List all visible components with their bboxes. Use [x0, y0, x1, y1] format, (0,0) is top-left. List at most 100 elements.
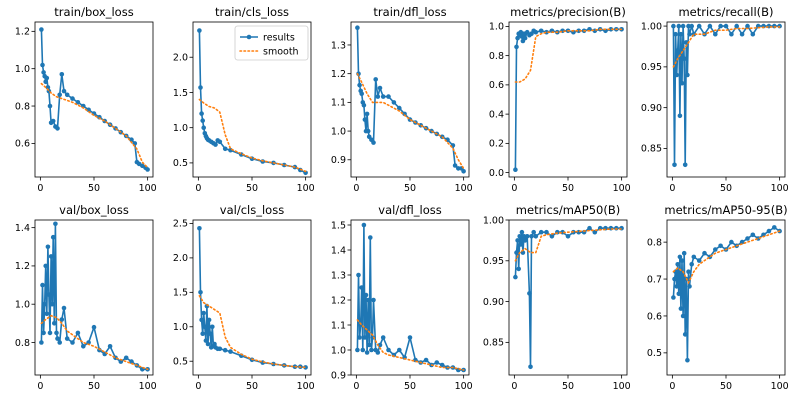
- results-point: [129, 137, 134, 142]
- results-point: [522, 35, 528, 41]
- results-point: [44, 75, 50, 81]
- results-point: [41, 330, 46, 336]
- results-point: [199, 111, 204, 116]
- results-point: [206, 317, 212, 323]
- subplot-metrics-map50-b: metrics/mAP50(B) 0 50 100 0.85 0.90 0.95 1.00: [483, 203, 631, 392]
- x-tick-label: 0: [511, 381, 517, 392]
- y-tick-label: 1.00: [641, 21, 662, 32]
- results-point: [203, 338, 209, 343]
- results-point: [439, 362, 445, 368]
- x-tick-label: 100: [297, 183, 315, 194]
- results-point: [685, 357, 690, 363]
- y-tick-label: 1.0: [173, 322, 188, 333]
- results-point: [527, 291, 532, 296]
- results-point: [544, 229, 549, 235]
- results-point: [587, 225, 592, 231]
- results-point: [50, 118, 56, 124]
- y-tick-label: 2.5: [173, 219, 188, 230]
- results-point: [355, 25, 360, 31]
- results-point: [59, 317, 65, 322]
- results-point: [745, 23, 750, 29]
- results-point: [91, 324, 97, 330]
- axes-frame: [350, 21, 470, 178]
- smooth-line: [672, 230, 781, 285]
- results-point: [513, 274, 518, 280]
- results-point: [517, 234, 522, 239]
- plot-title: train/cls_loss: [215, 5, 289, 19]
- results-point: [380, 94, 386, 99]
- results-point: [766, 228, 772, 234]
- x-tick-label: 0: [669, 381, 675, 392]
- results-point: [362, 117, 368, 122]
- x-tick-label: 0: [353, 381, 359, 392]
- results-point: [371, 140, 376, 145]
- legend-results-marker: [246, 34, 252, 40]
- y-tick-label: 2.0: [173, 253, 188, 264]
- results-point: [673, 31, 678, 37]
- subplot-val-dfl-loss: val/dfl_loss 0 50 100 0.9 1.0 1.1 1.2 1.3 1.4 1.5: [331, 203, 473, 392]
- results-point: [50, 234, 56, 240]
- smooth-line: [514, 228, 623, 262]
- results-point: [745, 236, 750, 241]
- x-tick-label: 0: [195, 183, 201, 194]
- x-tick-label: 100: [455, 183, 473, 194]
- results-point: [461, 169, 466, 174]
- smooth-line: [356, 72, 465, 170]
- results-point: [356, 272, 361, 278]
- results-point: [217, 139, 223, 145]
- plot-title: val/dfl_loss: [378, 203, 441, 217]
- results-point: [362, 335, 368, 340]
- y-tick-label: 0.8: [489, 51, 504, 62]
- smooth-line: [198, 98, 307, 173]
- y-tick-label: 1.2: [15, 27, 30, 38]
- results-point: [145, 167, 150, 172]
- results-point: [368, 235, 373, 240]
- results-point: [723, 23, 729, 29]
- subplot-train-dfl-loss: train/dfl_loss 0 50 100 0.9 1.0 1.1 1.2 1.3: [331, 5, 473, 194]
- x-tick-label: 50: [246, 183, 258, 194]
- results-point: [679, 80, 685, 86]
- results-point: [52, 321, 57, 326]
- results-point: [407, 335, 413, 340]
- legend-results-label: results: [263, 33, 295, 44]
- results-point: [678, 31, 684, 37]
- y-tick-label: 1.0: [331, 345, 346, 356]
- y-tick-label: 0.7: [647, 274, 662, 285]
- results-point: [107, 344, 113, 349]
- plot-title: val/box_loss: [59, 203, 129, 217]
- y-tick-label: 1.0: [489, 22, 504, 33]
- x-tick-label: 50: [562, 381, 574, 392]
- results-point: [217, 346, 223, 352]
- results-point: [46, 292, 52, 297]
- results-point: [772, 225, 777, 230]
- plot-title: metrics/mAP50(B): [516, 203, 620, 217]
- results-point: [57, 340, 62, 345]
- y-tick-label: 1.1: [331, 98, 346, 109]
- y-tick-label: 0.85: [483, 338, 504, 349]
- smooth-line: [40, 82, 149, 169]
- results-point: [734, 23, 739, 29]
- x-tick-label: 100: [297, 381, 315, 392]
- y-tick-label: 1.00: [483, 215, 504, 226]
- y-tick-label: 0.5: [173, 158, 188, 169]
- results-point: [531, 229, 536, 235]
- results-point: [364, 350, 370, 355]
- results-point: [201, 310, 206, 316]
- results-point: [373, 77, 379, 82]
- results-point: [303, 365, 308, 370]
- axes-frame: [192, 219, 312, 376]
- y-tick-label: 0.8: [15, 338, 30, 349]
- results-point: [361, 222, 367, 228]
- x-tick-label: 50: [88, 381, 100, 392]
- results-line: [672, 25, 780, 166]
- results-point: [364, 111, 370, 117]
- results-point: [513, 167, 518, 172]
- results-point: [361, 102, 367, 108]
- results-point: [671, 23, 676, 29]
- x-tick-label: 100: [771, 183, 789, 194]
- results-point: [375, 94, 381, 99]
- results-point: [672, 162, 677, 168]
- y-tick-label: 1.4: [15, 223, 30, 234]
- x-tick-label: 50: [720, 183, 732, 194]
